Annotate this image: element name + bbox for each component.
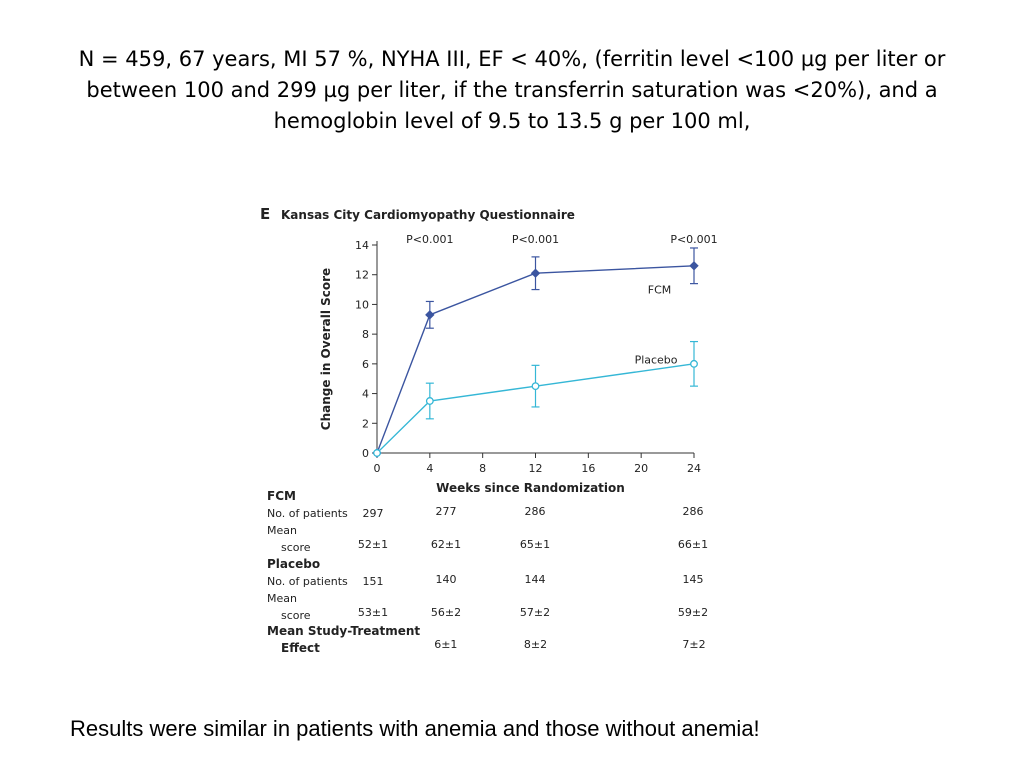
x-tick-label: 20	[634, 462, 648, 475]
table-effect-cell: 8±2	[524, 638, 547, 651]
data-point-placebo	[425, 397, 434, 405]
x-axis-label: Weeks since Randomization	[436, 481, 625, 495]
y-tick-label: 0	[362, 447, 369, 460]
y-tick-label: 2	[362, 417, 369, 430]
table-cell: 144	[525, 573, 546, 586]
data-point-fcm	[530, 268, 541, 278]
chart-title: Kansas City Cardiomyopathy Questionnaire	[281, 208, 575, 222]
y-tick-label: 12	[355, 269, 369, 282]
table-cell: 62±1	[431, 538, 461, 551]
table-group-header: Placebo	[267, 557, 320, 571]
table-cell: 66±1	[678, 538, 708, 551]
table-cell: 145	[683, 573, 704, 586]
y-axis-label: Change in Overall Score	[319, 268, 333, 430]
table-row-label: score	[281, 541, 311, 554]
table-cell: 65±1	[520, 538, 550, 551]
table-row-label: Mean	[267, 524, 297, 537]
p-value-label: P<0.001	[670, 233, 717, 246]
data-point-placebo	[373, 449, 381, 457]
p-value-label: P<0.001	[512, 233, 559, 246]
table-effect-label: Mean Study-Treatment	[267, 624, 420, 638]
table-cell: 57±2	[520, 606, 550, 619]
table-row-label: score	[281, 609, 311, 622]
slide-title: N = 459, 67 years, MI 57 %, NYHA III, EF…	[78, 47, 946, 133]
table-effect-cell: 7±2	[682, 638, 705, 651]
y-tick-label: 14	[355, 239, 369, 252]
y-tick-label: 8	[362, 328, 369, 341]
x-tick-label: 24	[687, 462, 701, 475]
y-tick-label: 6	[362, 358, 369, 371]
data-point-fcm	[425, 310, 435, 320]
series-label-fcm: FCM	[648, 284, 672, 297]
table-cell: 53±1	[358, 606, 388, 619]
x-tick-label: 8	[479, 462, 486, 475]
y-tick-label: 4	[362, 388, 369, 401]
table-effect-cell: 6±1	[434, 638, 457, 651]
data-point-fcm	[689, 261, 699, 271]
table-cell: 52±1	[358, 538, 388, 551]
table-cell: 59±2	[678, 606, 708, 619]
p-value-label: P<0.001	[406, 233, 453, 246]
footer-note: Results were similar in patients with an…	[70, 716, 760, 741]
table-cell: 286	[525, 505, 546, 518]
x-tick-label: 12	[529, 462, 543, 475]
y-tick-label: 10	[355, 298, 369, 311]
table-cell: 286	[683, 505, 704, 518]
table-row-label: No. of patients	[267, 575, 348, 588]
table-cell: 297	[363, 507, 384, 520]
kccq-chart: E Kansas City Cardiomyopathy Questionnair…	[260, 205, 718, 655]
table-cell: 140	[436, 573, 457, 586]
series-line-placebo	[376, 363, 695, 454]
table-cell: 56±2	[431, 606, 461, 619]
table-row-label: No. of patients	[267, 507, 348, 520]
series-line-fcm	[376, 265, 695, 454]
x-tick-label: 16	[581, 462, 595, 475]
table-effect-label: Effect	[281, 641, 320, 655]
table-group-header: FCM	[267, 489, 296, 503]
table-row-label: Mean	[267, 592, 297, 605]
table-cell: 277	[436, 505, 457, 518]
data-point-placebo	[531, 382, 540, 391]
x-tick-label: 0	[374, 462, 381, 475]
x-tick-label: 4	[426, 462, 433, 475]
panel-letter: E	[260, 205, 270, 223]
table-cell: 151	[363, 575, 384, 588]
data-point-placebo	[690, 359, 698, 368]
series-label-placebo: Placebo	[635, 353, 678, 366]
